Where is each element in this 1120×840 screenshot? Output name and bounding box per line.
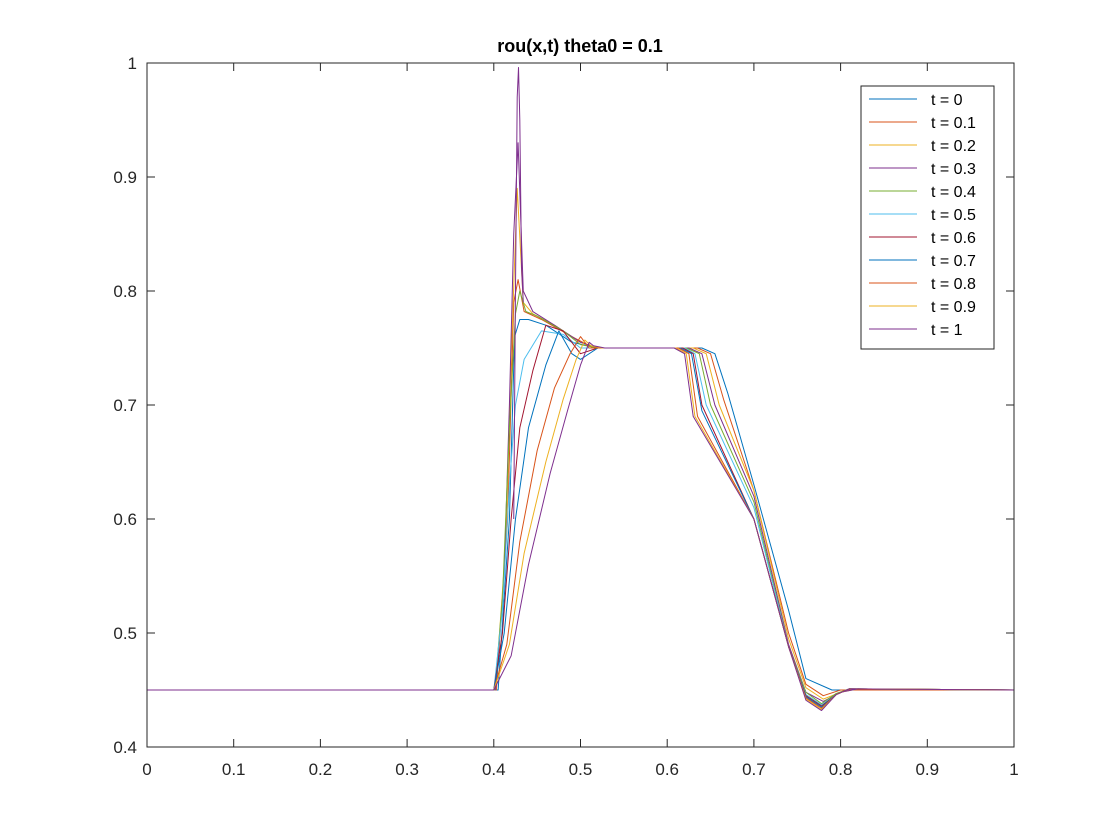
y-tick-label: 0.8 xyxy=(113,282,137,301)
legend: t = 0 t = 0.1 t = 0.2 t = 0.3 t = 0.4 t = 0.5… xyxy=(860,85,995,350)
axes: 0 0.1 0.2 0.3 0.4 0.5 0.6 0.7 0.8 0.9 1 0.4 0.5 0.6 0.… xyxy=(113,54,1018,779)
series-line-1 xyxy=(147,279,1014,697)
legend-label: t = 0.2 xyxy=(931,138,976,155)
x-tick-label: 0.7 xyxy=(742,760,766,779)
chart-title: rou(x,t) theta0 = 0.1 xyxy=(497,36,663,56)
legend-label: t = 0.3 xyxy=(931,161,976,178)
x-tick-label: 0.6 xyxy=(655,760,679,779)
legend-label: t = 0.9 xyxy=(931,299,976,316)
y-tick-label: 1 xyxy=(128,54,137,73)
series-line-11 xyxy=(513,67,524,520)
legend-box xyxy=(860,85,995,350)
y-tick-label: 0.7 xyxy=(113,396,137,415)
legend-label: t = 0.1 xyxy=(931,115,976,132)
y-tick-label: 0.6 xyxy=(113,510,137,529)
legend-label: t = 0.8 xyxy=(931,276,976,293)
x-tick-label: 0.8 xyxy=(829,760,853,779)
legend-label: t = 0.4 xyxy=(931,184,976,201)
legend-label: t = 0.7 xyxy=(931,253,976,270)
x-tick-label: 0 xyxy=(142,760,151,779)
x-tick-label: 0.4 xyxy=(482,760,506,779)
y-tick-label: 0.4 xyxy=(113,738,137,757)
x-tick-label: 0.5 xyxy=(569,760,593,779)
y-tick-label: 0.5 xyxy=(113,624,137,643)
x-tick-label: 0.2 xyxy=(309,760,333,779)
series-line-10 xyxy=(147,341,1014,712)
legend-label: t = 1 xyxy=(931,322,963,339)
x-tick-label: 0.3 xyxy=(395,760,419,779)
x-tick-label: 0.1 xyxy=(222,760,246,779)
legend-label: t = 0.5 xyxy=(931,207,976,224)
legend-label: t = 0.6 xyxy=(931,230,976,247)
y-tick-label: 0.9 xyxy=(113,168,137,187)
legend-label: t = 0 xyxy=(931,92,963,109)
x-tick-label: 1 xyxy=(1009,760,1018,779)
x-tick-label: 0.9 xyxy=(915,760,939,779)
